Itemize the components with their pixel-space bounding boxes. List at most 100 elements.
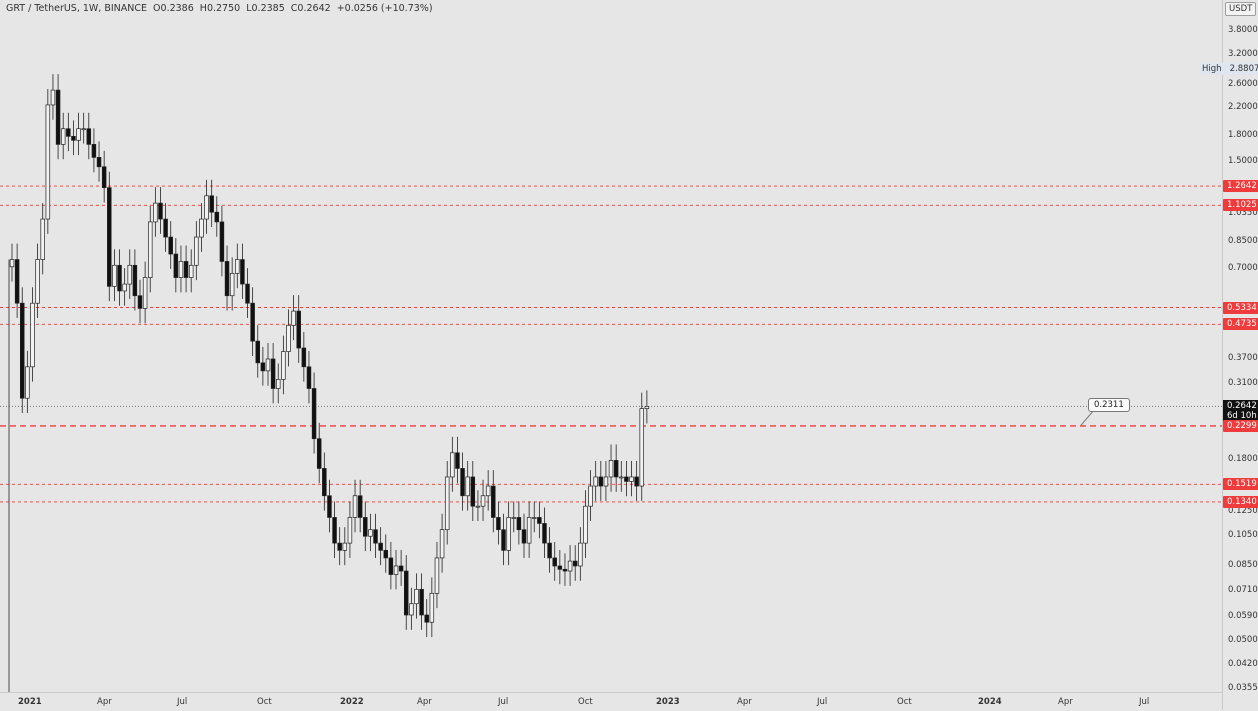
candle-body xyxy=(183,261,189,278)
time-tick: Apr xyxy=(417,697,432,707)
candle-body xyxy=(137,295,143,309)
candle-body xyxy=(578,542,583,567)
candle-body xyxy=(434,557,440,594)
current-price-badge: 0.2642 6d 10h xyxy=(1223,400,1258,423)
candle-body xyxy=(393,565,399,575)
candle-body xyxy=(368,529,373,537)
time-tick: Oct xyxy=(257,697,272,707)
candle-body xyxy=(188,264,194,278)
time-tick: Jul xyxy=(498,697,509,707)
countdown-value: 6d 10h xyxy=(1227,411,1257,422)
candle-body xyxy=(168,236,173,255)
price-tick: 2.2000 xyxy=(1228,102,1258,113)
level-badge: 1.2642 xyxy=(1223,180,1258,193)
time-tick: Apr xyxy=(1058,697,1073,707)
candle-body xyxy=(588,485,593,507)
candle-body xyxy=(163,218,168,238)
candle-body xyxy=(214,211,220,223)
candle-body xyxy=(76,128,81,141)
price-tick: 1.0350 xyxy=(1228,208,1258,219)
candle-body xyxy=(265,358,271,372)
candle-body xyxy=(629,476,634,482)
high-marker-value: 2.8807 xyxy=(1229,64,1258,74)
price-tick: 0.0850 xyxy=(1228,559,1258,570)
candle-body xyxy=(30,302,35,368)
candle-body xyxy=(291,310,296,326)
time-axis[interactable]: 2021 Apr Jul Oct 2022 Apr Jul Oct 2023 Apr Jul Oct 2… xyxy=(0,692,1222,711)
time-tick: Jul xyxy=(1139,697,1150,707)
candle-body xyxy=(260,362,266,372)
candle-body xyxy=(209,195,214,213)
candle-body xyxy=(19,302,25,399)
price-tick: 2.6000 xyxy=(1228,78,1258,89)
price-tick: 0.0355 xyxy=(1228,682,1258,693)
level-badge: 0.4735 xyxy=(1223,318,1258,331)
candle-body xyxy=(619,476,624,479)
candle-body xyxy=(60,128,66,145)
candle-body xyxy=(409,603,414,616)
candle-body xyxy=(224,261,230,297)
symbol-title[interactable]: GRT / TetherUS, 1W, BINANCE xyxy=(6,3,148,14)
high-marker: High 2.8807 xyxy=(1199,63,1258,75)
candle-body xyxy=(219,221,225,262)
price-tick: 0.1250 xyxy=(1228,505,1258,516)
candle-body xyxy=(229,272,235,297)
candle-body xyxy=(81,128,86,131)
price-tick: 0.3700 xyxy=(1228,352,1258,363)
candle-body xyxy=(562,568,568,572)
candle-body xyxy=(511,517,517,519)
price-tick: 1.8000 xyxy=(1228,130,1258,141)
high-marker-label: High xyxy=(1202,64,1222,74)
candle-body xyxy=(501,529,506,551)
candle-body xyxy=(311,388,317,440)
candle-body xyxy=(552,557,557,567)
candle-body xyxy=(322,468,327,497)
high-value: H0.2750 xyxy=(199,3,241,14)
candle-body xyxy=(383,549,389,559)
price-tick: 0.0500 xyxy=(1228,634,1258,645)
price-tick: 0.1050 xyxy=(1228,530,1258,541)
candle-body xyxy=(460,468,465,497)
time-tick: 2023 xyxy=(656,697,680,707)
candle-body xyxy=(86,128,92,145)
candle-body xyxy=(40,218,45,260)
candle-body xyxy=(378,542,383,551)
candle-body xyxy=(66,128,71,137)
candle-body xyxy=(9,259,15,268)
price-tick: 1.5000 xyxy=(1228,156,1258,166)
candle-body xyxy=(194,236,199,266)
candle-body xyxy=(142,277,148,309)
symbol-header: GRT / TetherUS, 1W, BINANCE O0.2386 H0.2… xyxy=(6,3,436,14)
candle-body xyxy=(132,264,138,297)
candle-body xyxy=(316,438,322,469)
price-callout[interactable]: 0.2311 xyxy=(1088,398,1130,412)
candle-body xyxy=(572,560,578,567)
price-axis[interactable]: 3.8000 3.2000 2.6000 2.2000 1.8000 1.5000 1.03… xyxy=(1222,0,1258,710)
price-chart[interactable] xyxy=(0,0,1222,692)
candle-body xyxy=(286,324,291,352)
candle-body xyxy=(173,253,179,278)
candle-body xyxy=(91,144,97,158)
candle-body xyxy=(521,529,527,544)
candle-body xyxy=(153,202,158,223)
candle-body xyxy=(122,283,127,292)
time-tick: Jul xyxy=(817,697,828,707)
candle-body xyxy=(235,259,240,274)
candle-body xyxy=(342,542,348,551)
candle-body xyxy=(496,517,501,531)
price-tick: 0.7000 xyxy=(1228,263,1258,274)
candle-body xyxy=(25,366,30,399)
candle-body xyxy=(357,495,363,518)
candle-body xyxy=(45,104,51,220)
quote-currency-badge[interactable]: USDT xyxy=(1225,2,1257,16)
time-tick: Jul xyxy=(177,697,188,707)
time-tick: 2024 xyxy=(978,697,1002,707)
candle-body xyxy=(301,347,307,368)
candle-body xyxy=(14,259,20,304)
candle-body xyxy=(332,517,337,544)
candle-body xyxy=(439,529,445,559)
candle-body xyxy=(583,505,588,544)
candle-body xyxy=(526,517,532,544)
candle-body xyxy=(485,485,491,497)
time-tick: Apr xyxy=(737,697,752,707)
